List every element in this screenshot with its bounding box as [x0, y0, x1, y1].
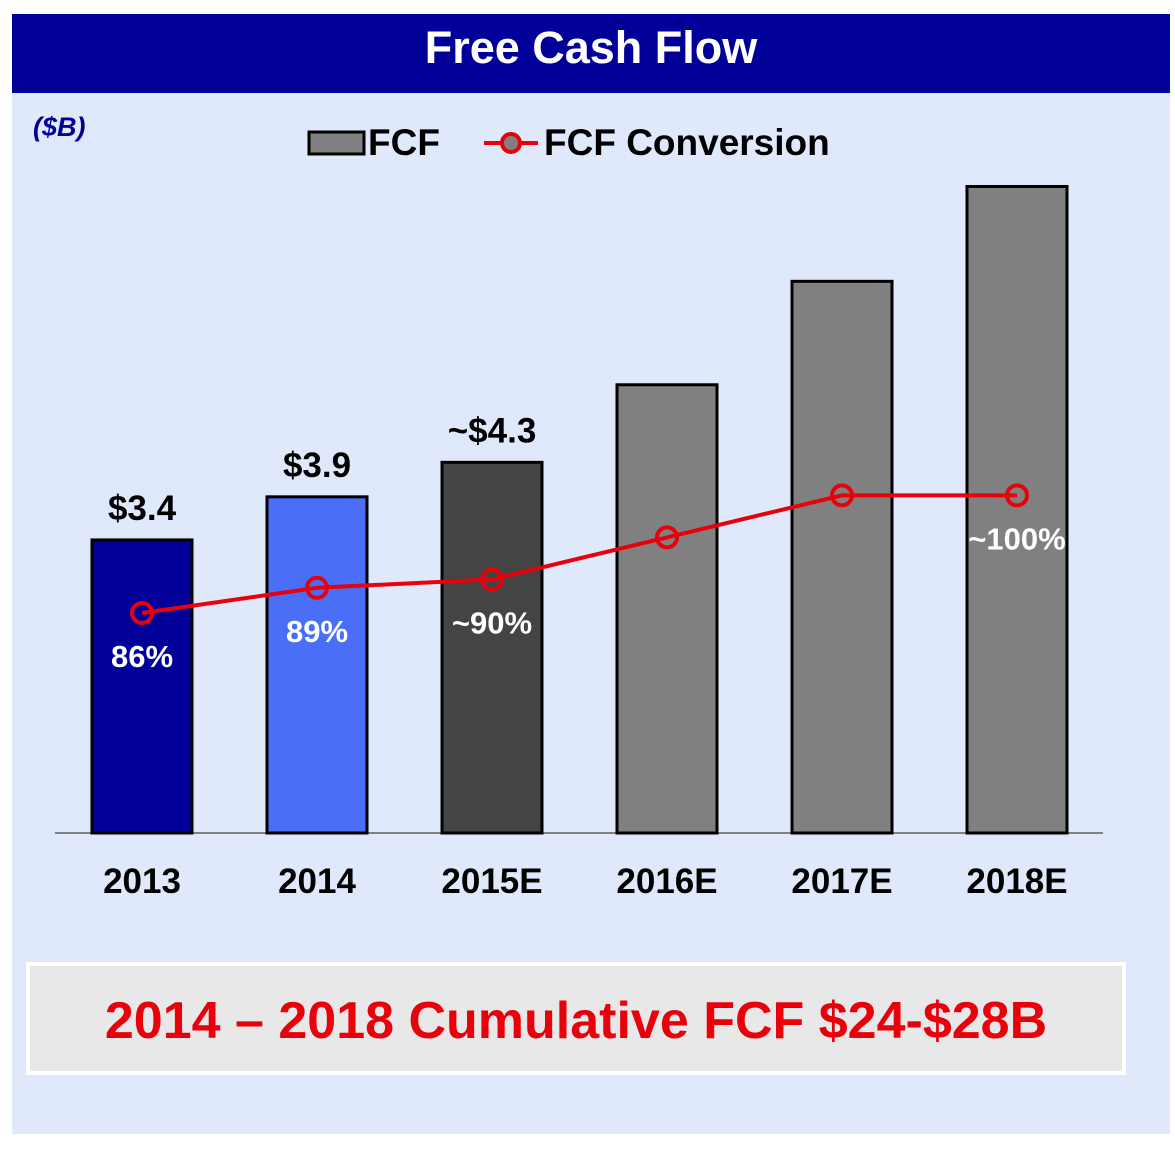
legend-bar-swatch — [307, 130, 366, 156]
conversion-label-2013: 86% — [111, 639, 173, 674]
conversion-point-2016E — [655, 525, 679, 550]
conversion-point-2015E — [480, 567, 504, 592]
conversion-point-2017E — [830, 483, 854, 508]
x-tick-label-2015E: 2015E — [441, 862, 542, 901]
x-tick-label-2014: 2014 — [278, 862, 356, 901]
x-tick-label-2018E: 2018E — [966, 862, 1067, 901]
bar-value-label-2014: $3.9 — [283, 446, 351, 485]
bar-2016E — [615, 383, 719, 835]
chart-labels: 2013 $3.4 2014 $3.9 2015E ~$4.3 2016E 2017E 2018… — [103, 411, 1068, 901]
x-tick-label-2017E: 2017E — [791, 862, 892, 901]
conversion-line — [141, 493, 1017, 615]
conversion-series — [130, 483, 1029, 625]
conversion-point-2014 — [305, 575, 329, 600]
conversion-label-2018E: ~100% — [968, 521, 1065, 556]
bar-2017E — [790, 279, 894, 835]
conversion-label-2015E: ~90% — [452, 605, 532, 640]
bar-value-label-2015E: ~$4.3 — [448, 411, 537, 450]
bar-2014 — [265, 495, 369, 835]
bar-value-label-2013: $3.4 — [108, 489, 177, 528]
legend: FCF FCF Conversion — [307, 122, 830, 163]
unit-label: ($B) — [33, 112, 86, 142]
x-tick-label-2013: 2013 — [103, 862, 181, 901]
chart-title: Free Cash Flow — [12, 14, 1170, 93]
bar-series — [90, 185, 1069, 835]
conversion-label-2014: 89% — [286, 614, 348, 649]
legend-line-marker — [500, 132, 522, 154]
legend-bar-label: FCF — [368, 122, 440, 163]
cumulative-fcf-callout: 2014 – 2018 Cumulative FCF $24-$28B — [26, 962, 1126, 1075]
bar-2018E — [965, 185, 1069, 835]
conversion-point-2018E — [1005, 483, 1029, 508]
x-tick-label-2016E: 2016E — [616, 862, 717, 901]
legend-line-label: FCF Conversion — [544, 122, 830, 163]
bar-2013 — [90, 538, 194, 835]
conversion-point-2013 — [130, 601, 154, 625]
bar-2015E — [440, 460, 544, 835]
